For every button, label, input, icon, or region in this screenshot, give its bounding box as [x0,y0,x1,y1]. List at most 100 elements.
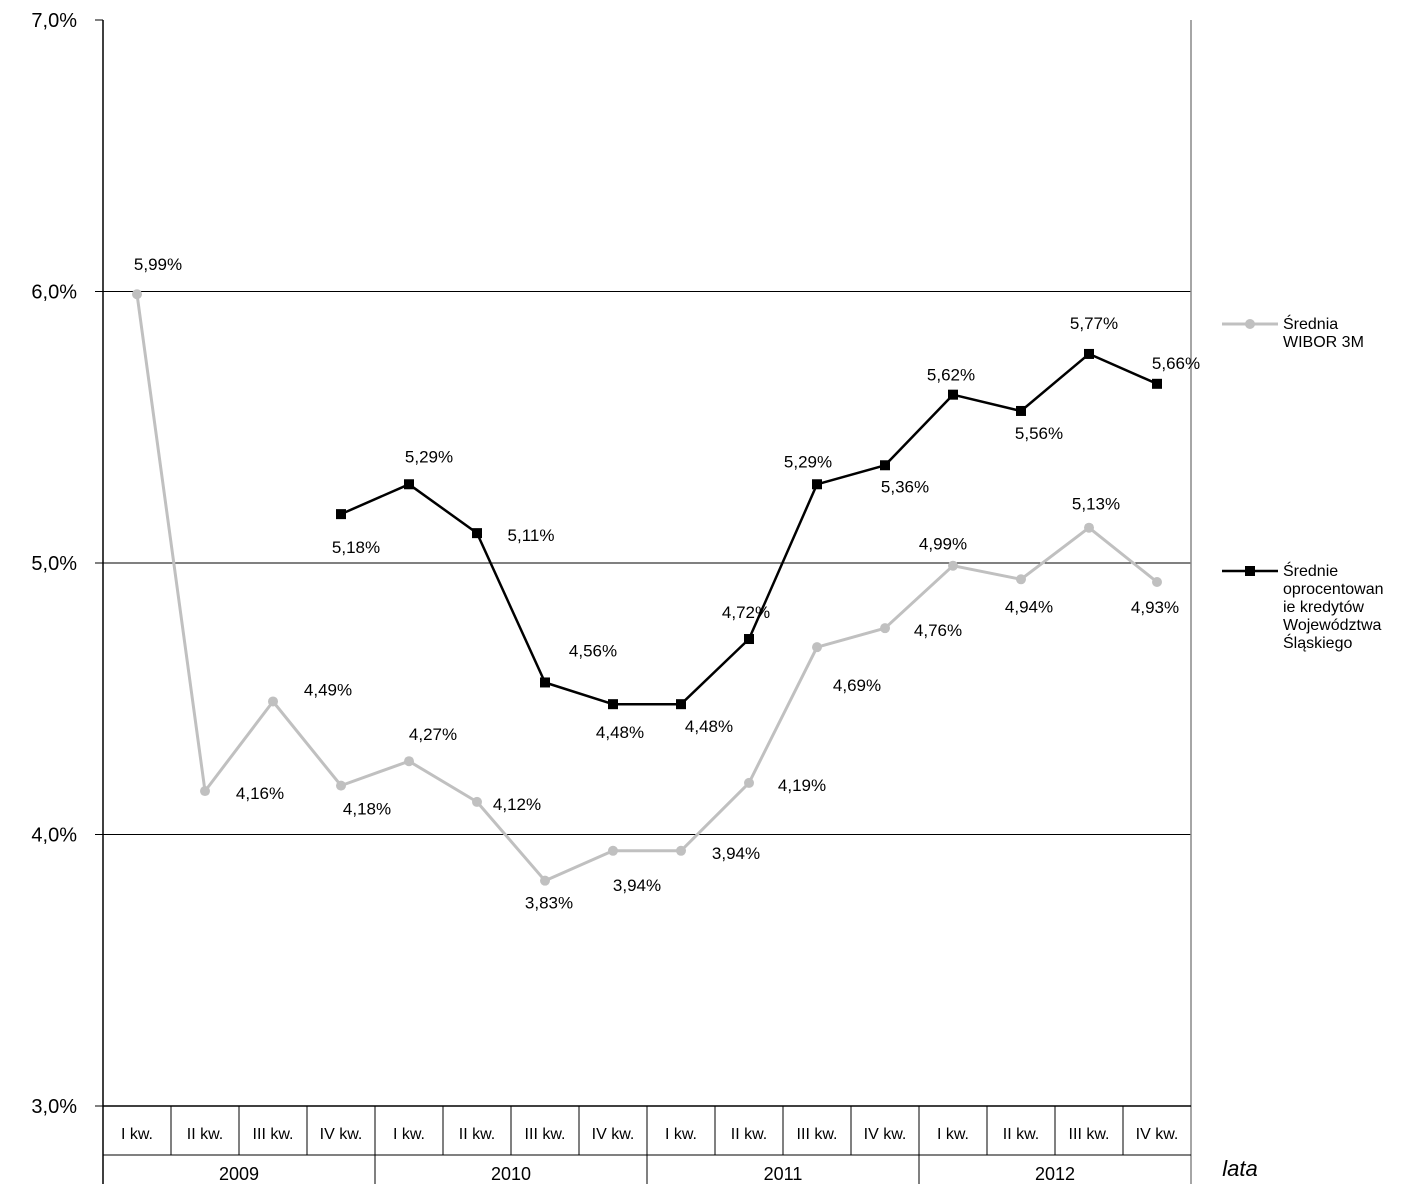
y-tick-label: 7,0% [31,10,77,32]
x-tick-label: II kw. [459,1126,495,1143]
data-label: 3,94% [712,844,760,863]
data-label: 5,13% [1072,495,1120,514]
data-label: 4,94% [1005,597,1053,616]
data-label: 4,76% [914,621,962,640]
data-point [472,528,482,539]
data-label: 5,99% [134,255,182,274]
x-tick-label: II kw. [187,1126,223,1143]
series-kredyty [336,348,1162,710]
x-axis: I kw. II kw. III kw. IV kw. I kw. II kw. III k… [121,1106,1178,1184]
data-label: 5,18% [332,538,380,557]
legend-label: Województwa [1283,617,1382,634]
x-tick-label: II kw. [1003,1126,1039,1143]
series-wibor [132,289,1162,886]
data-labels: 5,99% 4,16% 4,49% 4,18% 4,27% 4,12% 3,83% 3,94%… [134,255,1200,912]
data-label: 4,69% [833,676,881,695]
series-line [340,352,1158,706]
data-point [404,479,414,490]
year-label: 2010 [491,1164,531,1184]
x-tick-label: IV kw. [592,1126,635,1143]
data-label: 4,12% [493,795,541,814]
series-line [135,293,1158,883]
legend-marker [1245,319,1255,329]
x-tick-label: III kw. [1069,1126,1110,1143]
data-point [540,677,550,688]
data-point [404,756,414,767]
data-label: 4,99% [919,535,967,554]
data-point [948,389,958,400]
year-label: 2012 [1035,1164,1075,1184]
data-point [744,634,754,645]
data-point [1084,522,1094,533]
data-point [812,642,822,653]
x-tick-label: I kw. [393,1126,425,1143]
data-point [880,460,890,471]
legend-marker [1245,566,1255,576]
legend-label: ie kredytów [1283,599,1364,616]
x-tick-label: I kw. [121,1126,153,1143]
data-point [812,479,822,490]
data-label: 5,62% [927,366,975,385]
x-tick-label: IV kw. [864,1126,907,1143]
y-tick-label: 3,0% [31,1096,77,1118]
data-label: 4,18% [343,800,391,819]
legend-label: WIBOR 3M [1283,334,1364,351]
x-tick-label: III kw. [253,1126,294,1143]
legend-label: oprocentowan [1283,581,1384,598]
data-point [948,560,958,571]
data-point [1016,574,1026,585]
data-label: 4,93% [1131,598,1179,617]
y-tick-label: 4,0% [31,825,77,847]
x-tick-label: I kw. [665,1126,697,1143]
x-tick-label: III kw. [797,1126,838,1143]
x-tick-label: IV kw. [1136,1126,1179,1143]
data-label: 5,29% [405,447,453,466]
data-point [472,796,482,807]
data-point [268,696,278,707]
x-tick-label: I kw. [937,1126,969,1143]
gridlines [103,291,1191,835]
data-point [1084,348,1094,359]
x-tick-label: IV kw. [320,1126,363,1143]
data-point [1016,405,1026,416]
data-label: 5,11% [508,526,555,545]
data-label: 3,94% [613,876,661,895]
data-point [200,786,210,797]
data-point [132,289,142,300]
x-axis-title: lata [1222,1156,1257,1181]
year-label: 2011 [764,1164,803,1184]
x-tick-label: II kw. [731,1126,767,1143]
data-point [608,845,618,856]
data-label: 4,16% [236,784,284,803]
data-label: 4,56% [569,641,617,660]
y-tick-label: 6,0% [31,282,77,304]
year-label: 2009 [219,1164,259,1184]
data-label: 5,29% [784,452,832,471]
y-axis: 3,0% 4,0% 5,0% 6,0% 7,0% [31,10,103,1118]
legend-label: Średnia [1283,314,1338,333]
data-point [676,699,686,710]
data-label: 5,66% [1152,354,1200,373]
data-label: 4,48% [596,723,644,742]
data-label: 5,56% [1015,424,1063,443]
x-tick-label: III kw. [525,1126,566,1143]
legend-label: Średnie [1283,561,1338,580]
data-label: 4,19% [778,776,826,795]
data-point [1152,378,1162,389]
data-point [540,875,550,886]
data-point [676,845,686,856]
data-label: 5,36% [881,477,929,496]
data-point [1152,577,1162,588]
data-point [336,509,346,520]
data-point [608,699,618,710]
y-tick-label: 5,0% [31,553,77,575]
data-label: 3,83% [525,894,573,913]
data-label: 4,48% [685,717,733,736]
data-label: 5,77% [1070,314,1118,333]
series-group [132,289,1162,886]
data-label: 4,27% [409,725,457,744]
